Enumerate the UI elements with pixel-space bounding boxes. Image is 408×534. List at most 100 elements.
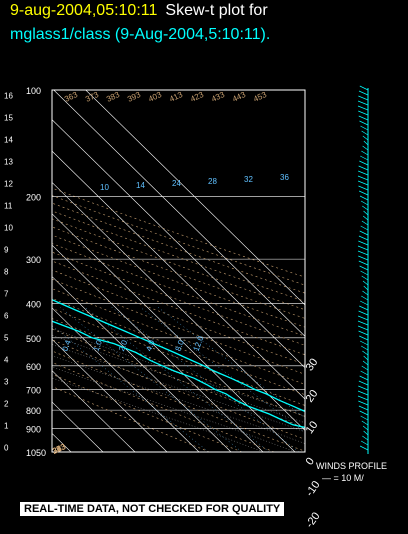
wind-barb bbox=[362, 135, 369, 141]
wind-barb bbox=[359, 305, 369, 311]
wind-barb bbox=[359, 195, 369, 201]
height-km-label: 13 bbox=[4, 158, 13, 167]
wind-barb bbox=[360, 225, 369, 231]
wind-barb bbox=[362, 290, 369, 296]
wind-barb bbox=[358, 90, 369, 96]
isotherm-line bbox=[53, 90, 305, 337]
wind-barb bbox=[360, 440, 369, 446]
wind-barb bbox=[357, 390, 369, 396]
dry-adiabat-line bbox=[52, 339, 305, 440]
temperature-tick-label: -10 bbox=[304, 479, 323, 499]
wind-barb bbox=[357, 105, 369, 111]
wind-barb bbox=[357, 100, 369, 106]
pressure-tick-label: 600 bbox=[26, 362, 41, 372]
pressure-tick-label: 1050 bbox=[26, 448, 46, 458]
dry-adiabat-line bbox=[52, 218, 305, 311]
dry-adiabat-label: 433 bbox=[210, 90, 226, 104]
height-km-label: 3 bbox=[4, 377, 9, 386]
wind-barb bbox=[362, 145, 369, 151]
wind-barb bbox=[363, 210, 369, 216]
isotherm-line bbox=[52, 119, 305, 369]
wind-barb bbox=[361, 275, 369, 281]
wind-barb bbox=[358, 405, 369, 411]
wind-barb bbox=[359, 375, 369, 381]
wind-barb bbox=[358, 385, 369, 391]
wind-barb bbox=[359, 445, 369, 451]
wind-barb bbox=[357, 395, 369, 401]
wind-barb bbox=[358, 400, 369, 406]
moist-adiabat-label: 28 bbox=[208, 177, 217, 186]
height-km-label: 2 bbox=[4, 399, 9, 408]
wind-barb bbox=[360, 155, 369, 161]
wind-barb bbox=[360, 125, 369, 131]
wind-barb bbox=[361, 420, 369, 426]
mixing-ratio-label: 0.4 bbox=[61, 338, 73, 352]
dry-adiabat-line bbox=[52, 187, 305, 278]
height-km-label: 8 bbox=[4, 268, 9, 277]
height-km-label: 14 bbox=[4, 136, 13, 145]
pressure-tick-label: 800 bbox=[26, 406, 41, 416]
wind-barb bbox=[360, 345, 369, 351]
height-km-label: 9 bbox=[4, 246, 9, 255]
moist-adiabat-label: 36 bbox=[280, 173, 289, 182]
dry-adiabat-label: 403 bbox=[147, 90, 163, 104]
quality-disclaimer: REAL-TIME DATA, NOT CHECKED FOR QUALITY bbox=[20, 502, 285, 516]
dry-adiabat-line bbox=[52, 210, 305, 302]
mixing-ratio-label: 2.0 bbox=[117, 338, 129, 352]
moist-adiabat-line bbox=[52, 328, 305, 417]
dry-adiabat-line bbox=[52, 251, 305, 346]
wind-barb bbox=[358, 310, 369, 316]
temperature-profile bbox=[52, 298, 305, 413]
wind-barb bbox=[360, 370, 369, 376]
dry-adiabat-line bbox=[52, 202, 305, 294]
wind-barb bbox=[361, 295, 369, 301]
wind-barb bbox=[357, 175, 369, 181]
wind-barb bbox=[357, 180, 369, 186]
dry-adiabat-line bbox=[52, 195, 305, 286]
height-km-label: 10 bbox=[4, 224, 13, 233]
chart-subtitle: mglass1/class (9-Aug-2004,5:10:11). bbox=[10, 26, 271, 43]
temperature-tick-label: 20 bbox=[304, 388, 321, 405]
moist-adiabat-line bbox=[52, 355, 305, 444]
wind-barb bbox=[360, 200, 369, 206]
height-km-label: 12 bbox=[4, 180, 13, 189]
isotherm-line bbox=[85, 90, 305, 306]
wind-barb bbox=[363, 430, 369, 436]
dry-adiabat-line bbox=[52, 260, 305, 356]
isotherm-line bbox=[52, 338, 168, 452]
wind-barb bbox=[357, 250, 369, 256]
height-km-label: 6 bbox=[4, 312, 9, 321]
wind-barb bbox=[359, 335, 369, 341]
wind-barb bbox=[361, 365, 369, 371]
wind-barb bbox=[362, 280, 369, 286]
wind-barb bbox=[363, 355, 369, 361]
wind-barb bbox=[359, 265, 369, 271]
wind-barb bbox=[359, 230, 369, 236]
wind-barb bbox=[359, 160, 369, 166]
temperature-tick-label: 0 bbox=[304, 456, 317, 468]
wind-barb bbox=[358, 240, 369, 246]
wind-barb bbox=[360, 415, 369, 421]
dry-adiabat-label: 443 bbox=[231, 90, 247, 104]
wind-barb bbox=[363, 285, 369, 291]
height-km-label: 1 bbox=[4, 421, 9, 430]
wind-barb bbox=[358, 110, 369, 116]
wind-barb bbox=[358, 235, 369, 241]
wind-barb bbox=[361, 130, 369, 136]
title-text: Skew-t plot for bbox=[165, 2, 268, 19]
plot-area bbox=[52, 90, 305, 452]
winds-profile-label: WINDS PROFILE bbox=[316, 461, 388, 471]
pressure-tick-label: 400 bbox=[26, 299, 41, 309]
pressure-tick-label: 700 bbox=[26, 386, 41, 396]
dry-adiabat-line bbox=[52, 234, 305, 328]
height-km-label: 16 bbox=[4, 92, 13, 101]
moist-adiabat-line bbox=[52, 377, 264, 452]
wind-barb bbox=[360, 270, 369, 276]
isotherm-line bbox=[52, 150, 305, 400]
wind-barb bbox=[359, 120, 369, 126]
temperature-tick-label: -20 bbox=[304, 510, 323, 530]
wind-barb bbox=[358, 165, 369, 171]
chart-title: 9-aug-2004,05:10:11 Skew-t plot for bbox=[10, 2, 268, 20]
moist-adiabat-label: 32 bbox=[244, 175, 253, 184]
